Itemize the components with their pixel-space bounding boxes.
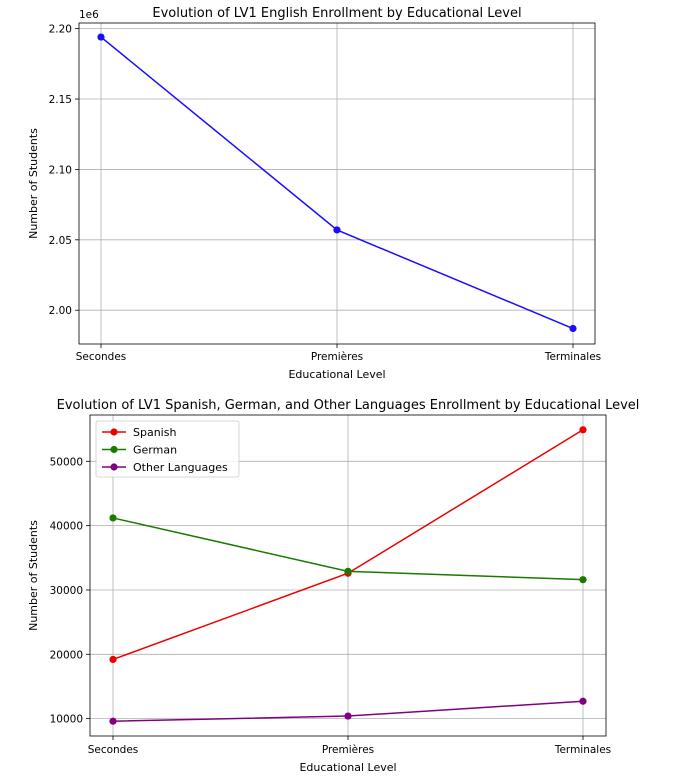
legend-box: [95, 420, 240, 478]
x-tick-label: Premières: [311, 351, 363, 363]
chart-2: Secondes Premières Terminales 10000 20000 300…: [27, 398, 639, 774]
x-tick-label: Terminales: [544, 351, 601, 363]
y-tick-label: 30000: [50, 585, 83, 597]
data-point: [579, 576, 587, 584]
data-point: [344, 712, 352, 720]
data-point: [97, 33, 105, 41]
y-tick-label: 2.05: [49, 235, 72, 247]
legend-label: Other Languages: [133, 461, 228, 474]
x-axis-label: Educational Level: [288, 368, 385, 381]
series-other-languages: [109, 697, 587, 725]
x-axis-label: Educational Level: [299, 761, 396, 774]
legend-label: Spanish: [133, 426, 176, 439]
data-point: [579, 697, 587, 705]
y-tick-label: 20000: [50, 649, 83, 661]
y-tick-label: 2.10: [49, 164, 72, 176]
y-axis-label: Number of Students: [27, 128, 40, 239]
legend-marker: [110, 463, 118, 471]
legend-marker: [110, 445, 118, 454]
y-tick-label: 2.15: [49, 94, 72, 106]
y-tick-label: 2.00: [49, 305, 72, 317]
x-tick-label: Secondes: [88, 744, 139, 756]
data-point: [109, 514, 117, 522]
legend: Spanish German Other Languages: [95, 420, 240, 478]
data-point: [109, 655, 117, 664]
y-offset-label: 1e6: [79, 9, 99, 21]
data-point: [333, 226, 341, 234]
chart-title: Evolution of LV1 English Enrollment by E…: [152, 6, 521, 21]
data-point: [569, 324, 577, 333]
y-axis-label: Number of Students: [27, 520, 40, 631]
x-tick-label: Terminales: [554, 744, 611, 756]
series-english: [97, 33, 577, 333]
y-tick-label: 50000: [50, 456, 83, 468]
chart-1: Secondes Premières Terminales 2.00 2.05 2.10 2…: [27, 6, 601, 381]
legend-marker: [110, 428, 118, 436]
data-point: [579, 426, 587, 434]
x-tick-label: Premières: [322, 744, 374, 756]
y-tick-label: 2.20: [49, 24, 72, 36]
data-point: [344, 567, 352, 575]
data-point: [109, 717, 117, 725]
legend-label: German: [133, 444, 177, 457]
chart-title: Evolution of LV1 Spanish, German, and Ot…: [57, 398, 640, 413]
y-tick-label: 10000: [50, 714, 83, 726]
series-german: [109, 514, 587, 584]
x-tick-label: Secondes: [76, 351, 127, 363]
y-tick-label: 40000: [50, 521, 83, 533]
